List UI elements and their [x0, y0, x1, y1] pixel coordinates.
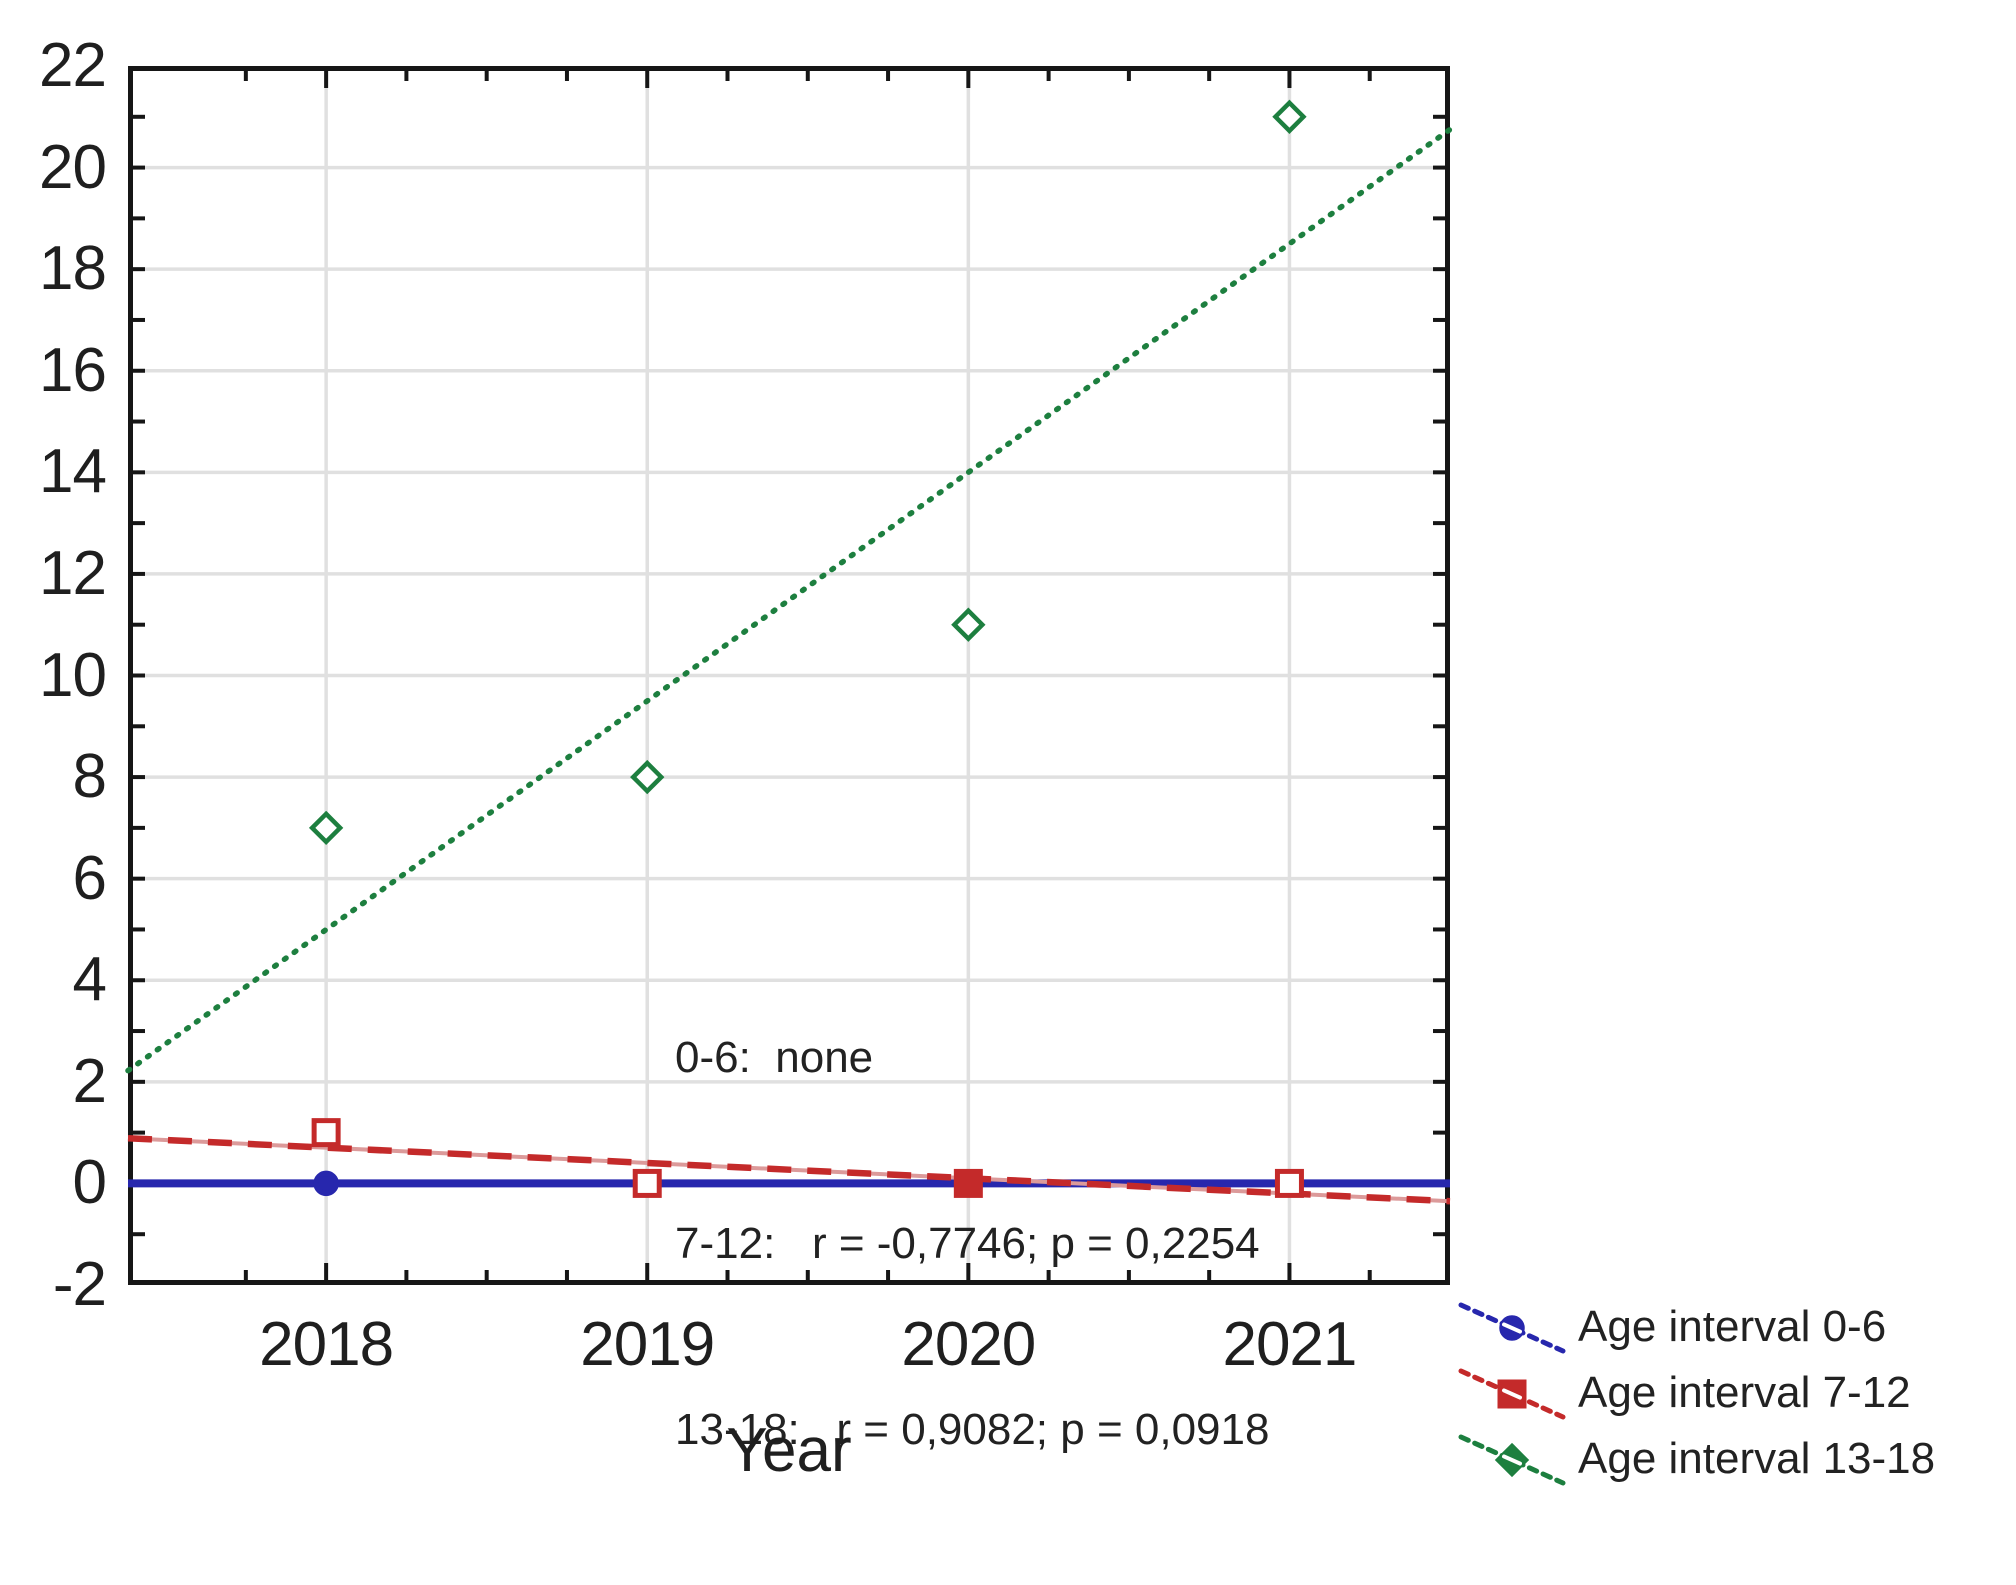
x-tick-label: 2019 — [580, 1310, 715, 1379]
legend-symbol-age-13-18 — [1458, 1434, 1566, 1486]
x-axis-title: Year — [726, 1416, 852, 1485]
legend-symbol-age-0-6 — [1458, 1302, 1566, 1354]
y-tick-label: 16 — [39, 335, 107, 405]
y-tick-label: 10 — [39, 640, 107, 710]
y-tick-label: 14 — [39, 437, 107, 507]
marker-square-2019 — [632, 1168, 662, 1198]
marker-square-2018 — [311, 1118, 341, 1148]
y-tick-label: 12 — [39, 538, 107, 608]
y-tick-label: 8 — [72, 742, 107, 812]
marker-diamond-2018 — [308, 810, 344, 846]
legend-line — [1458, 1434, 1566, 1486]
marker-diamond-2020 — [951, 607, 986, 642]
marker-diamond-2019 — [630, 759, 665, 795]
legend-symbol-age-7-12 — [1458, 1368, 1566, 1420]
legend-item-age-13-18: Age interval 13-18 — [1458, 1426, 1935, 1492]
trend-line — [127, 1134, 1451, 1205]
legend-item-age-0-6: Age interval 0-6 — [1458, 1294, 1935, 1360]
y-tick-label: 18 — [39, 234, 107, 304]
legend-line — [1458, 1302, 1566, 1354]
scatter-plot-figure: 22 20 18 16 14 12 10 8 6 4 2 0 -2 0-6: none 7-12: r … — [0, 35, 1935, 1492]
legend-label-age-7-12: Age interval 7-12 — [1578, 1368, 1911, 1417]
y-tick-label: -2 — [52, 1250, 107, 1319]
marker-square-2020 — [953, 1168, 983, 1198]
y-tick-label: 0 — [72, 1148, 107, 1218]
marker-square-2021 — [1274, 1168, 1304, 1198]
y-tick-label: 20 — [39, 132, 107, 202]
legend-label-age-0-6: Age interval 0-6 — [1578, 1302, 1887, 1351]
axis-frame — [128, 66, 1450, 1285]
legend-marker — [1497, 1379, 1527, 1409]
annotation-line-age-13-18: 13-18: r = 0,9082; p = 0,0918 — [675, 1405, 1270, 1454]
legend-marker-slash — [1502, 1454, 1522, 1466]
marker-diamond-2021 — [1272, 99, 1307, 134]
y-tick-label: 4 — [72, 945, 107, 1015]
legend-label-age-13-18: Age interval 13-18 — [1578, 1434, 1936, 1483]
plot-area: 0-6: none 7-12: r = -0,7746; p = 0,2254 … — [125, 66, 1453, 1454]
correlation-annotation: 0-6: none 7-12: r = -0,7746; p = 0,2254 … — [675, 903, 1269, 1585]
x-tick-label: 2021 — [1222, 1310, 1357, 1379]
legend-item-age-7-12: Age interval 7-12 — [1458, 1360, 1935, 1426]
legend-marker-slash — [1502, 1388, 1522, 1400]
annotation-line-age-0-6: 0-6: none — [675, 1033, 874, 1082]
y-tick-label: 6 — [72, 843, 107, 913]
legend-marker-slash — [1502, 1322, 1522, 1334]
x-tick-label: 2020 — [901, 1310, 1036, 1379]
x-tick-label: 2018 — [259, 1310, 394, 1379]
plot-canvas — [125, 66, 1453, 1285]
x-axis-tick-labels: 2018 2019 2020 2021 — [128, 1312, 1450, 1382]
y-axis-tick-labels: 22 20 18 16 14 12 10 8 6 4 2 0 -2 — [0, 35, 112, 1316]
legend-line — [1458, 1368, 1566, 1420]
legend: Age interval 0-6 Age interval 7-12 Age i… — [1458, 1294, 1935, 1492]
y-tick-label: 2 — [72, 1046, 107, 1116]
annotation-line-age-7-12: 7-12: r = -0,7746; p = 0,2254 — [675, 1219, 1260, 1268]
y-tick-label: 22 — [39, 31, 107, 100]
marker-circle-2018 — [313, 1170, 339, 1197]
